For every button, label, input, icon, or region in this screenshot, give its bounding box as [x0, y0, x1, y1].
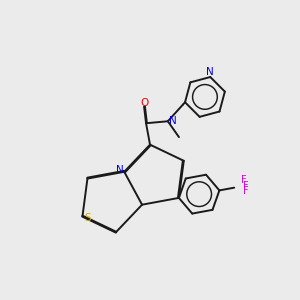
Text: N: N	[116, 165, 124, 175]
Text: F: F	[243, 181, 249, 190]
Text: N: N	[169, 116, 177, 126]
Text: F: F	[243, 186, 248, 196]
Text: F: F	[241, 175, 246, 185]
Text: S: S	[84, 213, 91, 223]
Text: O: O	[140, 98, 148, 108]
Text: N: N	[206, 67, 214, 77]
